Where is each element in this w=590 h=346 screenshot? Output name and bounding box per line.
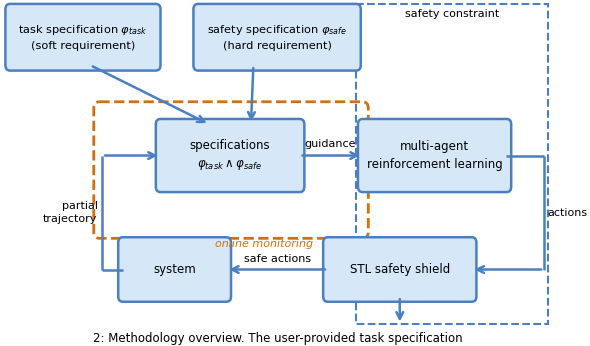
FancyBboxPatch shape [194, 4, 360, 71]
Text: safety specification $\varphi_{safe}$
(hard requirement): safety specification $\varphi_{safe}$ (h… [207, 24, 347, 51]
FancyBboxPatch shape [358, 119, 511, 192]
Text: safety constraint: safety constraint [405, 9, 499, 19]
Text: multi-agent
reinforcement learning: multi-agent reinforcement learning [367, 140, 503, 171]
Bar [356, 4, 548, 324]
Text: task specification $\varphi_{task}$
(soft requirement): task specification $\varphi_{task}$ (sof… [18, 24, 148, 51]
Text: online monitoring: online monitoring [215, 239, 313, 249]
FancyBboxPatch shape [156, 119, 304, 192]
Text: guidance: guidance [304, 139, 356, 149]
FancyBboxPatch shape [118, 237, 231, 302]
Text: system: system [153, 263, 196, 276]
FancyBboxPatch shape [323, 237, 476, 302]
Text: actions: actions [548, 208, 588, 218]
Text: STL safety shield: STL safety shield [350, 263, 450, 276]
Text: 2: Methodology overview. The user-provided task specification: 2: Methodology overview. The user-provid… [93, 332, 463, 345]
Text: safe actions: safe actions [244, 254, 311, 264]
Text: partial
trajectory: partial trajectory [43, 201, 97, 224]
Text: specifications
$\varphi_{task} \wedge \varphi_{safe}$: specifications $\varphi_{task} \wedge \v… [190, 139, 270, 172]
FancyBboxPatch shape [5, 4, 160, 71]
